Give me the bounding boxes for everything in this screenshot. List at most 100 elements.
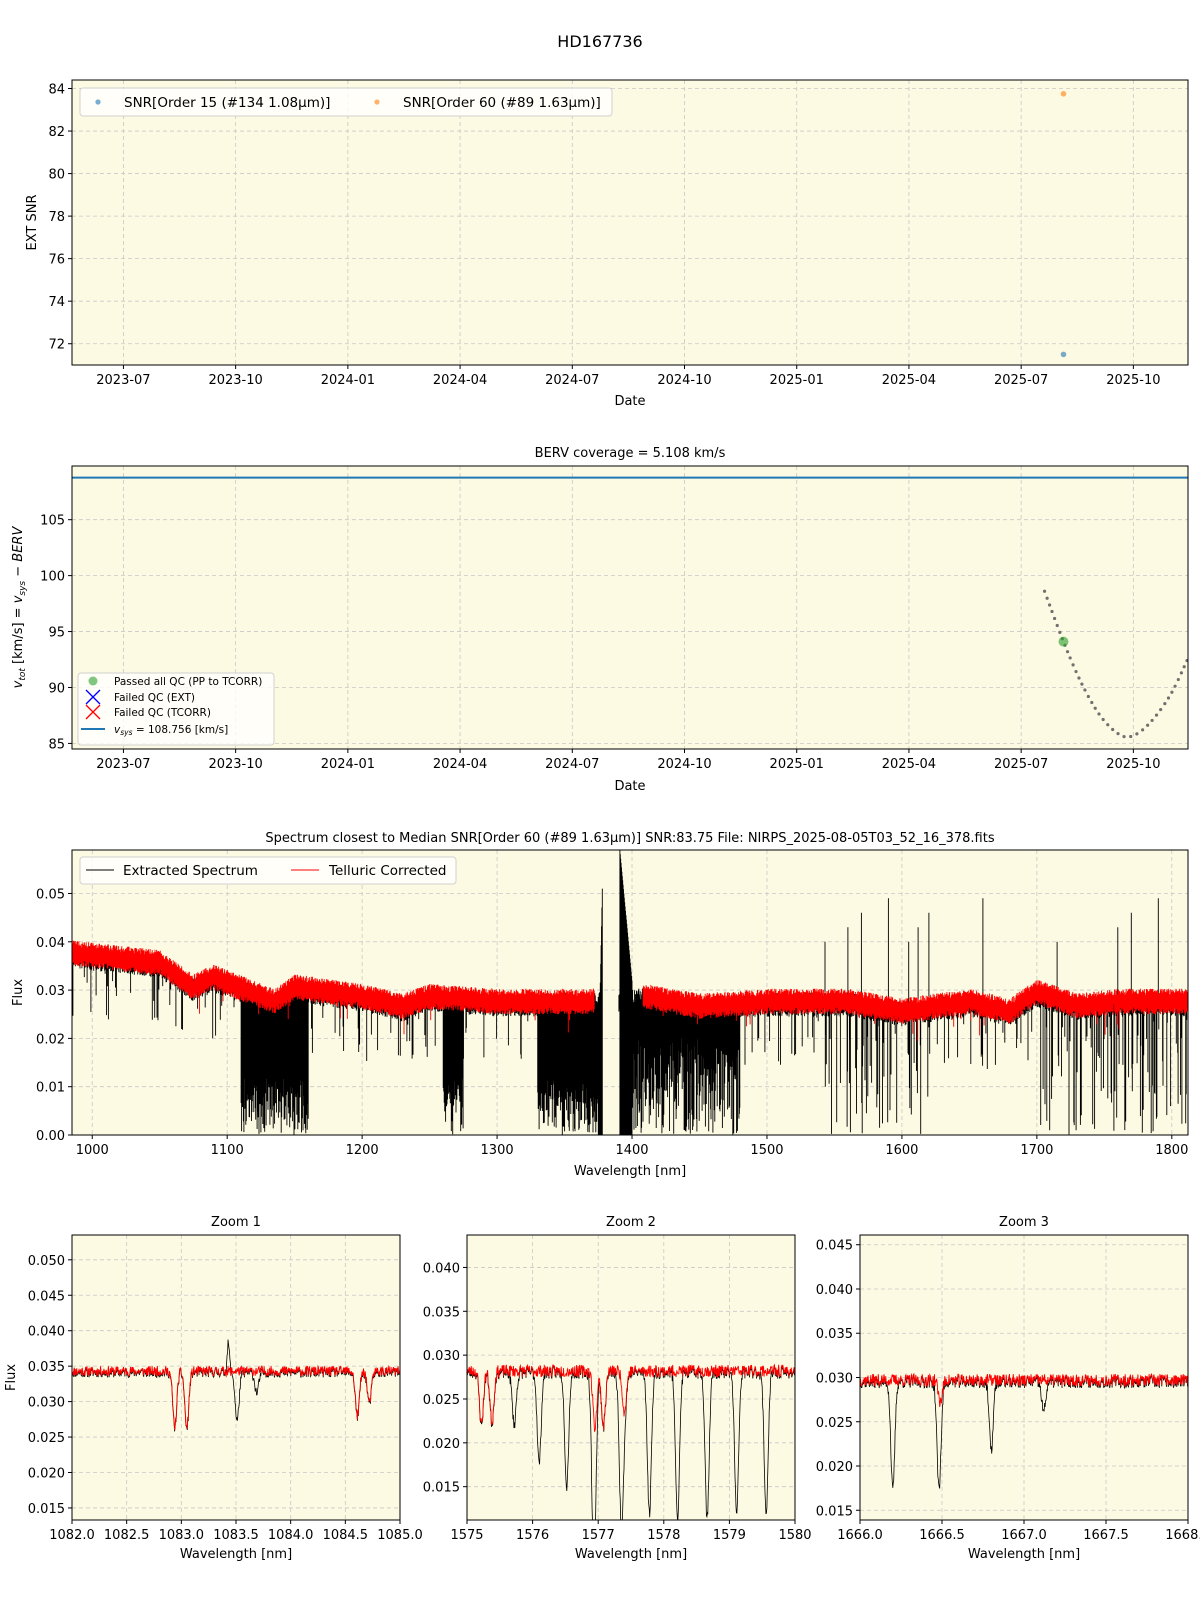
snr-x-tick-label: 2024-04 — [433, 373, 487, 388]
spectrum-chart: Spectrum closest to Median SNR[Order 60 … — [11, 831, 1189, 1179]
berv-curve-dot — [1058, 630, 1062, 634]
berv-legend-label: vsys = 108.756 [km/s] — [114, 724, 228, 737]
berv-chart-title: BERV coverage = 5.108 km/s — [535, 446, 726, 461]
zoom1-x-tick-label: 1082.0 — [49, 1528, 95, 1543]
zoom2-axes-frame — [466, 1234, 796, 1521]
zoom2-title: Zoom 2 — [606, 1215, 656, 1230]
spectrum-legend-label: Extracted Spectrum — [123, 863, 258, 879]
zoom2-x-tick-label: 1578 — [647, 1528, 680, 1543]
spectrum-y-tick-label: 0.05 — [36, 887, 65, 902]
berv-x-tick-label: 2025-10 — [1106, 757, 1160, 772]
berv-curve-dot — [1111, 727, 1115, 732]
spectrum-x-tick-label: 1400 — [615, 1143, 648, 1158]
berv-chart: BERV coverage = 5.108 km/s 2023-07 2023-10… — [11, 446, 1189, 794]
berv-curve-dot — [1173, 684, 1177, 688]
berv-curve-dot — [1074, 669, 1078, 674]
berv-curve-dot — [1141, 728, 1145, 732]
berv-curve-dot — [1159, 707, 1163, 712]
snr-x-tick-label: 2024-01 — [321, 373, 375, 388]
zoom3-y-tick-label: 0.025 — [816, 1416, 853, 1431]
figure-title: HD167736 — [557, 32, 642, 51]
berv-curve-dot — [1116, 732, 1120, 736]
berv-curve-dot — [1166, 696, 1171, 700]
snr-y-tick-label: 72 — [48, 338, 65, 353]
berv-legend-label: Passed all QC (PP to TCORR) — [114, 676, 262, 688]
zoom1-x-tick-label: 1083.5 — [213, 1528, 259, 1543]
zoom1-y-tick-label: 0.045 — [28, 1289, 65, 1304]
zoom2-y-tick-label: 0.025 — [423, 1393, 460, 1408]
snr-x-tick-label: 2023-07 — [96, 373, 150, 388]
berv-x-tick-label: 2024-04 — [433, 757, 487, 772]
snr-y-tick-label: 78 — [48, 210, 65, 225]
spectrum-y-tick-label: 0.03 — [36, 984, 65, 999]
spectrum-y-tick-label: 0.01 — [36, 1081, 65, 1096]
spectrum-chart-title: Spectrum closest to Median SNR[Order 60 … — [265, 831, 994, 846]
berv-y-tick-label: 105 — [40, 514, 65, 529]
spectrum-y-tick-label: 0.02 — [36, 1032, 65, 1047]
berv-x-tick-label: 2023-10 — [208, 757, 262, 772]
snr-plot-area — [72, 80, 1188, 365]
snr-data-point — [1060, 91, 1067, 97]
berv-y-tick-label: 85 — [48, 737, 65, 752]
berv-curve-dot — [1045, 596, 1049, 600]
zoom3-axes-frame — [859, 1234, 1189, 1521]
berv-curve-dot — [1106, 723, 1110, 727]
zoom1-x-tick-label: 1082.5 — [104, 1528, 150, 1543]
zoom2-x-tick-label: 1580 — [778, 1528, 811, 1543]
spectrum-y-tick-label: 0.04 — [36, 936, 65, 951]
zoom1-y-tick-label: 0.025 — [28, 1431, 65, 1446]
zoom3-chart: Zoom 3 1666.0 1666.5 1667.0 1667.5 1668.0 0.01… — [816, 1215, 1200, 1562]
berv-y-tick-label: 90 — [48, 681, 65, 696]
zoom3-y-tick-label: 0.015 — [816, 1504, 853, 1519]
snr-data-point — [1060, 351, 1067, 358]
zoom1-x-axis-label: Wavelength [nm] — [180, 1547, 292, 1562]
spectrum-x-tick-label: 1800 — [1155, 1143, 1188, 1158]
berv-curve-dot — [1077, 676, 1081, 680]
berv-curve-dot — [1065, 650, 1070, 654]
zoom3-x-tick-label: 1667.0 — [1001, 1528, 1047, 1543]
berv-curve-dot — [1101, 717, 1105, 722]
snr-chart: 2023-07 2023-10 2024-01 2024-04 2024-07 2024-… — [25, 79, 1189, 409]
snr-y-tick-label: 80 — [48, 168, 65, 183]
berv-curve-dot — [1176, 677, 1180, 682]
snr-x-tick-label: 2024-07 — [545, 373, 599, 388]
zoom1-y-axis-label: Flux — [4, 1364, 19, 1391]
berv-x-tick-label: 2024-01 — [321, 757, 375, 772]
zoom3-y-tick-label: 0.045 — [816, 1239, 853, 1254]
berv-curve-dot — [1086, 694, 1090, 699]
zoom1-y-tick-label: 0.030 — [28, 1396, 65, 1411]
zoom3-y-tick-label: 0.020 — [816, 1460, 853, 1475]
snr-x-tick-label: 2024-10 — [657, 373, 711, 388]
berv-legend-label: Failed QC (EXT) — [114, 692, 195, 704]
zoom1-x-tick-label: 1085.0 — [377, 1528, 423, 1543]
berv-y-tick-label: 100 — [40, 570, 65, 585]
spectrum-legend-label: Telluric Corrected — [328, 863, 446, 879]
zoom2-x-tick-label: 1577 — [582, 1528, 615, 1543]
berv-curve-dot — [1050, 609, 1054, 614]
snr-x-tick-label: 2023-10 — [208, 373, 262, 388]
zoom2-telluric-line — [467, 1363, 795, 1433]
snr-y-tick-label: 74 — [48, 295, 65, 310]
berv-curve-dot — [1163, 702, 1167, 706]
berv-curve-dot — [1122, 734, 1126, 739]
zoom1-y-tick-label: 0.040 — [28, 1325, 65, 1340]
zoom2-y-tick-label: 0.015 — [423, 1481, 460, 1496]
spectrum-x-tick-label: 1100 — [211, 1143, 244, 1158]
berv-y-axis-label: vtot [km/s] = vsys − BERV — [11, 526, 28, 689]
berv-curve-dot — [1080, 682, 1084, 686]
zoom1-y-tick-label: 0.015 — [28, 1502, 65, 1517]
berv-legend-label: Failed QC (TCORR) — [114, 707, 211, 719]
snr-y-tick-label: 84 — [48, 83, 65, 98]
berv-x-tick-label: 2024-07 — [545, 757, 599, 772]
zoom2-x-tick-label: 1576 — [516, 1528, 549, 1543]
passed-qc-legend-icon — [88, 676, 98, 686]
berv-curve-dot — [1068, 656, 1072, 660]
spectrum-x-tick-label: 1500 — [750, 1143, 783, 1158]
berv-legend: Passed all QC (PP to TCORR) Failed QC (EX… — [77, 672, 275, 746]
zoom1-chart: Zoom 1 1082.0 1082.5 1083.0 1083.5 1084.0 1084… — [4, 1215, 423, 1562]
berv-curve-dot — [1154, 713, 1159, 717]
zoom3-title: Zoom 3 — [999, 1215, 1049, 1230]
berv-curve-dot — [1179, 671, 1183, 675]
zoom1-title: Zoom 1 — [211, 1215, 261, 1230]
zoom2-chart: Zoom 2 1575 1576 1577 1578 1579 1580 0.015 0.020… — [423, 1215, 812, 1562]
